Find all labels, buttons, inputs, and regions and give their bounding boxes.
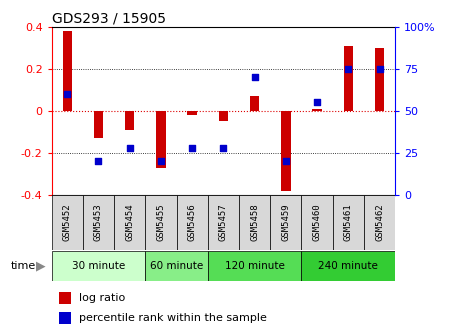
Text: GSM5459: GSM5459 — [282, 204, 291, 241]
Text: GDS293 / 15905: GDS293 / 15905 — [52, 12, 166, 26]
Bar — [145, 251, 208, 281]
Bar — [52, 195, 83, 250]
Text: GSM5461: GSM5461 — [344, 204, 353, 241]
Bar — [114, 195, 145, 250]
Bar — [301, 195, 333, 250]
Bar — [375, 48, 384, 111]
Bar — [125, 111, 134, 130]
Point — [376, 66, 383, 72]
Text: percentile rank within the sample: percentile rank within the sample — [79, 313, 267, 323]
Text: GSM5452: GSM5452 — [63, 204, 72, 241]
Bar — [343, 46, 353, 111]
Point — [157, 159, 164, 164]
Bar — [313, 109, 322, 111]
Text: ▶: ▶ — [36, 259, 45, 272]
Bar — [270, 195, 301, 250]
Bar — [219, 111, 228, 121]
Bar — [58, 292, 71, 304]
Bar — [239, 195, 270, 250]
Text: 240 minute: 240 minute — [318, 261, 378, 271]
Point — [251, 75, 258, 80]
Bar — [58, 312, 71, 324]
Bar — [52, 251, 145, 281]
Bar — [364, 195, 395, 250]
Bar — [281, 111, 291, 191]
Bar — [176, 195, 208, 250]
Point — [64, 91, 71, 97]
Bar — [188, 111, 197, 115]
Text: 30 minute: 30 minute — [72, 261, 125, 271]
Point — [220, 145, 227, 151]
Text: time: time — [11, 261, 36, 271]
Bar — [94, 111, 103, 138]
Point — [126, 145, 133, 151]
Point — [313, 100, 321, 105]
Text: GSM5460: GSM5460 — [313, 204, 321, 241]
Point — [189, 145, 196, 151]
Point — [95, 159, 102, 164]
Text: GSM5457: GSM5457 — [219, 204, 228, 241]
Text: GSM5456: GSM5456 — [188, 204, 197, 241]
Text: GSM5453: GSM5453 — [94, 204, 103, 241]
Bar — [250, 96, 259, 111]
Bar — [208, 251, 301, 281]
Point — [345, 66, 352, 72]
Bar — [208, 195, 239, 250]
Bar — [301, 251, 395, 281]
Text: 60 minute: 60 minute — [150, 261, 203, 271]
Text: GSM5455: GSM5455 — [156, 204, 165, 241]
Text: 120 minute: 120 minute — [224, 261, 285, 271]
Bar — [62, 31, 72, 111]
Text: log ratio: log ratio — [79, 293, 125, 303]
Bar — [156, 111, 166, 168]
Bar — [333, 195, 364, 250]
Text: GSM5458: GSM5458 — [250, 204, 259, 241]
Bar — [145, 195, 176, 250]
Text: GSM5454: GSM5454 — [125, 204, 134, 241]
Text: GSM5462: GSM5462 — [375, 204, 384, 241]
Bar — [83, 195, 114, 250]
Point — [282, 159, 290, 164]
